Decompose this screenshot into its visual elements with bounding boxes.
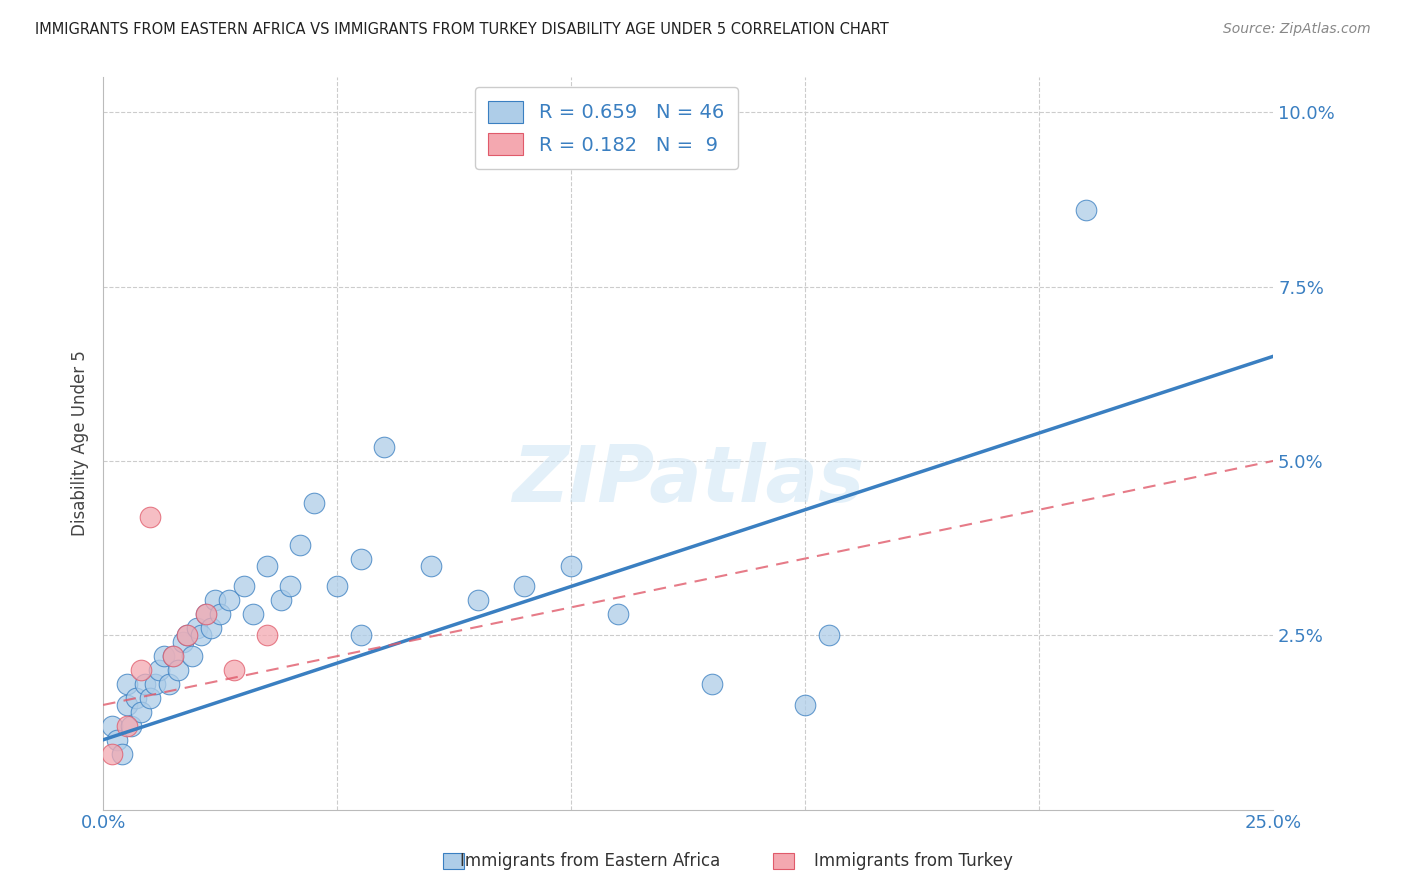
Bar	[443, 853, 464, 869]
Y-axis label: Disability Age Under 5: Disability Age Under 5	[72, 351, 89, 536]
Point	[607, 607, 630, 622]
Point	[120, 719, 142, 733]
Point	[190, 628, 212, 642]
Point	[162, 649, 184, 664]
Point	[209, 607, 232, 622]
Point	[349, 628, 371, 642]
Text: Source: ZipAtlas.com: Source: ZipAtlas.com	[1223, 22, 1371, 37]
Point	[817, 628, 839, 642]
Text: IMMIGRANTS FROM EASTERN AFRICA VS IMMIGRANTS FROM TURKEY DISABILITY AGE UNDER 5 : IMMIGRANTS FROM EASTERN AFRICA VS IMMIGR…	[35, 22, 889, 37]
Point	[1074, 202, 1097, 217]
Point	[115, 698, 138, 712]
Point	[256, 558, 278, 573]
Point	[419, 558, 441, 573]
Point	[326, 579, 349, 593]
Point	[139, 509, 162, 524]
Point	[134, 677, 156, 691]
Point	[700, 677, 723, 691]
Point	[176, 628, 198, 642]
Point	[139, 690, 162, 705]
Point	[467, 593, 489, 607]
Point	[195, 607, 218, 622]
Point	[162, 649, 184, 664]
Point	[143, 677, 166, 691]
Point	[278, 579, 301, 593]
Point	[224, 663, 246, 677]
Point	[270, 593, 292, 607]
Point	[373, 440, 395, 454]
Point	[218, 593, 240, 607]
Point	[111, 747, 134, 761]
Point	[125, 690, 148, 705]
Point	[200, 621, 222, 635]
Point	[204, 593, 226, 607]
Point	[513, 579, 536, 593]
Point	[115, 677, 138, 691]
Bar	[773, 853, 794, 869]
Point	[129, 663, 152, 677]
Point	[157, 677, 180, 691]
Point	[105, 732, 128, 747]
Point	[167, 663, 190, 677]
Point	[172, 635, 194, 649]
Point	[560, 558, 582, 573]
Point	[302, 496, 325, 510]
Point	[232, 579, 254, 593]
Point	[181, 649, 204, 664]
Point	[153, 649, 176, 664]
Point	[195, 607, 218, 622]
Point	[101, 747, 124, 761]
Point	[242, 607, 264, 622]
Point	[288, 538, 311, 552]
Point	[256, 628, 278, 642]
Point	[129, 705, 152, 719]
Point	[148, 663, 170, 677]
Text: ZIPatlas: ZIPatlas	[512, 442, 865, 518]
Text: Immigrants from Turkey: Immigrants from Turkey	[814, 852, 1014, 870]
Point	[349, 551, 371, 566]
Text: Immigrants from Eastern Africa: Immigrants from Eastern Africa	[460, 852, 721, 870]
Point	[186, 621, 208, 635]
Point	[176, 628, 198, 642]
Point	[115, 719, 138, 733]
Legend: R = 0.659   N = 46, R = 0.182   N =  9: R = 0.659 N = 46, R = 0.182 N = 9	[475, 87, 738, 169]
Point	[794, 698, 817, 712]
Point	[101, 719, 124, 733]
